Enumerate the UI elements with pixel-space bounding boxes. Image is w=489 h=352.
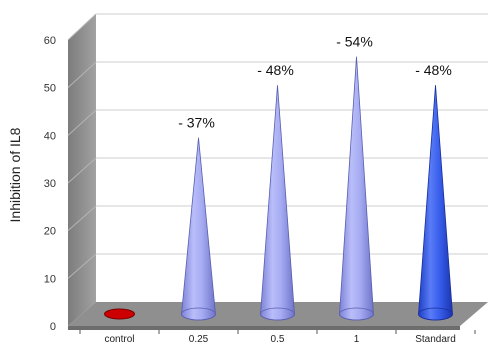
x-tick-label: 1 [354,334,360,345]
cones: - 37% - 48% - 54% - 48% [104,34,453,321]
side-gridline [67,253,97,279]
y-tick-label: 20 [44,226,56,238]
cone-base [260,307,295,321]
y-tick-label: 0 [50,321,56,333]
side-gridline [67,205,97,232]
y-tick-label: 30 [44,178,56,190]
x-tick-label: 0.25 [189,334,209,345]
gridlines [67,13,488,279]
y-tick-label: 10 [44,273,56,285]
cone-control [104,308,135,320]
y-axis-ticks: 0 10 20 30 40 50 60 [44,35,56,333]
cone-0-5 [260,85,295,321]
data-label: - 37% [178,115,215,131]
side-gridline [67,13,97,41]
cone-base [339,307,374,321]
data-label: - 48% [257,62,294,78]
y-tick-label: 50 [44,83,56,95]
y-tick-label: 60 [44,35,56,47]
side-gridline [67,61,97,89]
data-label: - 48% [415,62,452,78]
plot-floor-edge [68,326,460,330]
y-tick-label: 40 [44,130,56,142]
x-tick-label: control [104,334,134,345]
cone-1 [339,56,374,321]
y-axis-label: Inhibition of IL8 [7,127,23,222]
data-label: - 54% [336,34,373,50]
side-gridline [67,157,97,184]
cone-standard [418,85,453,321]
x-axis-categories: control 0.25 0.5 1 Standard [79,330,476,345]
cone-base [418,307,453,321]
x-tick-label: 0.5 [271,334,285,345]
x-tick-label: Standard [415,334,456,345]
cone-base [181,307,216,321]
side-gridline [67,109,97,136]
cone-0-25 [181,137,216,321]
